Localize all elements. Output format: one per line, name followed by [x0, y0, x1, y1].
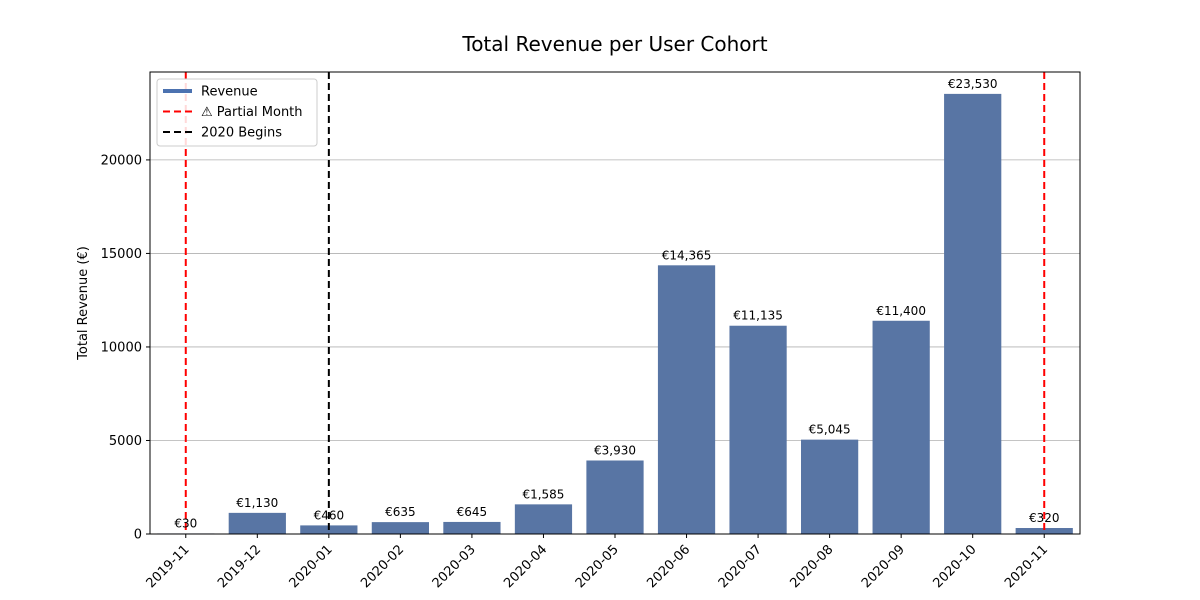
bar [443, 521, 501, 534]
data-label: €645 [457, 505, 488, 519]
y-tick-label: 0 [134, 528, 142, 543]
x-tick-label: 2020-08 [787, 542, 836, 591]
data-label: €460 [314, 508, 345, 522]
data-label: €11,400 [876, 304, 926, 318]
x-tick-label: 2020-09 [859, 542, 908, 591]
y-tick-label: 5000 [109, 434, 142, 449]
data-label: €5,045 [809, 423, 851, 437]
data-label: €11,135 [733, 309, 783, 323]
x-tick-label: 2020-07 [716, 542, 765, 591]
data-label: €3,930 [594, 443, 636, 457]
x-tick-label: 2020-05 [573, 542, 622, 591]
data-label: €635 [385, 505, 416, 519]
bar [729, 325, 787, 534]
data-label: €14,365 [662, 248, 712, 262]
x-tick-label: 2020-06 [644, 542, 693, 591]
y-tick-label: 20000 [101, 153, 142, 168]
x-tick-label: 2020-02 [358, 542, 407, 591]
legend-label: 2020 Begins [201, 126, 282, 141]
bar [586, 460, 644, 534]
y-tick-label: 15000 [101, 247, 142, 262]
x-tick-label: 2019-11 [144, 542, 193, 591]
bar [228, 512, 286, 534]
legend: Revenue ⚠ Partial Month 2020 Begins [156, 78, 318, 147]
bar [657, 265, 716, 534]
bar [1015, 528, 1073, 534]
legend-label: Revenue [201, 85, 258, 100]
x-tick-label: 2020-03 [430, 542, 479, 591]
x-tick-label: 2020-10 [930, 542, 979, 591]
bar [872, 320, 930, 534]
bar [944, 93, 1002, 534]
bar [514, 504, 573, 534]
data-label: €320 [1029, 511, 1060, 525]
x-tick-label: 2020-11 [1002, 542, 1051, 591]
reference-lines [184, 72, 1046, 534]
legend-box [156, 78, 318, 147]
data-label: €1,130 [236, 496, 278, 510]
data-label: €30 [174, 516, 197, 530]
y-axis-ticks: 0 5000 10000 15000 20000 [101, 153, 150, 543]
bars [157, 93, 1073, 534]
x-tick-label: 2020-01 [287, 542, 336, 591]
x-tick-label: 2020-04 [501, 542, 550, 591]
legend-label: ⚠ Partial Month [201, 105, 303, 120]
x-axis-ticks: 2019-11 2019-12 2020-01 2020-02 2020-03 2020-… [144, 534, 1051, 591]
y-tick-label: 10000 [101, 340, 142, 355]
chart-title: Total Revenue per User Cohort [461, 32, 767, 56]
bar [371, 522, 429, 534]
data-labels: €30 €1,130 €460 €635 €645 €1,585 €3,930 €14,365… [174, 77, 1059, 531]
gridlines [150, 159, 1080, 441]
bar [801, 439, 859, 534]
x-tick-label: 2019-12 [215, 542, 264, 591]
data-label: €23,530 [948, 77, 998, 91]
data-label: €1,585 [522, 487, 564, 501]
y-axis-label: Total Revenue (€) [76, 246, 91, 361]
